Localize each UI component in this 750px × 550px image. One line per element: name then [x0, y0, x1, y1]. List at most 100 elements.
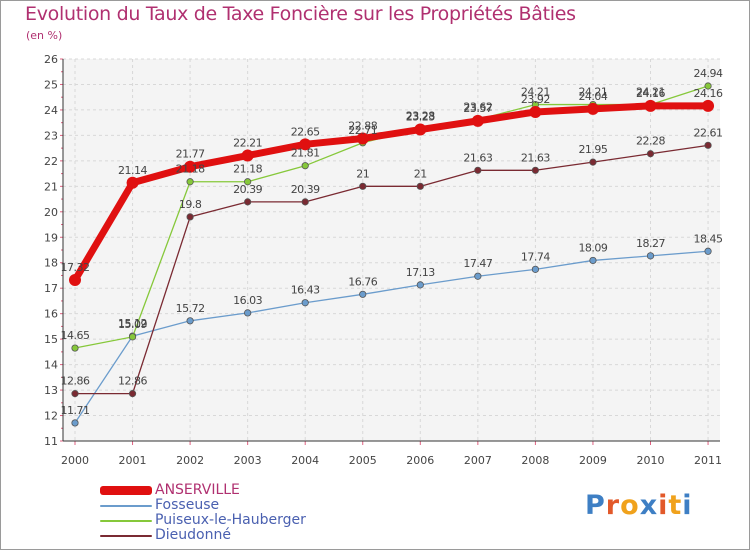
data-label-fosseuse: 18.27 [636, 237, 665, 250]
axis-layer: 11 12 13 14 15 16 17 18 19 20 21 22 23 24 25 26 2000 2001… [44, 53, 722, 467]
legend-item-puiseux-le-hauberger: Puiseux-le-Hauberger [100, 512, 400, 528]
data-label-puiseux-le-hauberger: 14.65 [61, 329, 90, 342]
y-tick-label: 17 [44, 282, 58, 295]
data-point-anserville [126, 176, 139, 189]
data-label-dieudonn-: 12.86 [61, 375, 90, 388]
data-point-anserville [644, 99, 657, 112]
x-tick-label: 2006 [406, 454, 434, 467]
data-label-dieudonn-: 22.28 [636, 135, 665, 148]
grid-layer [63, 58, 720, 442]
plot-area [63, 59, 720, 441]
data-label-puiseux-le-hauberger: 21.18 [176, 163, 205, 176]
data-label-dieudonn-: 21.63 [521, 151, 550, 164]
y-tick-label: 14 [44, 359, 58, 372]
data-point-puiseux-le-hauberger [704, 82, 712, 90]
data-point-fosseuse [301, 299, 309, 307]
data-point-dieudonn- [474, 166, 482, 174]
y-tick-label: 19 [44, 231, 58, 244]
x-tick-label: 2009 [579, 454, 607, 467]
data-label-puiseux-le-hauberger: 21.18 [233, 163, 262, 176]
legend-swatch [100, 486, 152, 495]
y-tick-label: 20 [44, 206, 58, 219]
data-point-puiseux-le-hauberger [128, 333, 137, 341]
data-label-anserville: 22.21 [233, 137, 262, 150]
data-label-fosseuse: 17.74 [521, 250, 550, 263]
data-point-dieudonn- [301, 198, 309, 206]
data-point-anserville [241, 149, 254, 162]
data-label-anserville: 24.04 [578, 90, 607, 103]
data-point-dieudonn- [416, 182, 424, 190]
legend: ANSERVILLE Fosseuse Puiseux-le-Hauberger Di… [100, 482, 400, 543]
y-tick-label: 23 [44, 129, 58, 142]
legend-swatch [100, 505, 152, 507]
data-label-anserville: 21.77 [176, 148, 205, 161]
legend-swatch [100, 535, 152, 537]
x-tick-label: 2005 [349, 454, 377, 467]
data-label-fosseuse: 17.13 [406, 266, 435, 279]
data-label-anserville: 22.65 [291, 125, 320, 138]
data-label-puiseux-le-hauberger: 23.28 [406, 109, 435, 122]
data-label-dieudonn-: 21.63 [463, 151, 492, 164]
data-label-dieudonn-: 19.8 [179, 198, 202, 211]
data-label-anserville: 23.57 [463, 102, 492, 115]
logo-letter: i [682, 490, 693, 521]
data-label-fosseuse: 16.43 [291, 284, 320, 297]
data-point-fosseuse [646, 252, 655, 260]
x-tick-label: 2008 [521, 454, 549, 467]
data-label-puiseux-le-hauberger: 21.81 [291, 147, 320, 160]
data-label-fosseuse: 18.45 [694, 232, 723, 245]
data-label-dieudonn-: 21 [414, 167, 427, 180]
logo-letter: o [620, 490, 640, 521]
logo-letter: P [585, 490, 606, 521]
data-label-anserville: 17.32 [61, 261, 90, 274]
data-point-anserville [184, 160, 197, 173]
data-label-puiseux-le-hauberger: 22.71 [348, 124, 377, 137]
data-label-dieudonn-: 22.61 [694, 126, 723, 139]
data-label-anserville: 23.23 [406, 111, 435, 124]
data-label-fosseuse: 16.76 [348, 275, 377, 288]
data-point-fosseuse [474, 272, 482, 280]
x-tick-label: 2003 [234, 454, 262, 467]
legend-item-fosseuse: Fosseuse [100, 497, 400, 513]
y-tick-label: 22 [44, 155, 58, 168]
y-tick-label: 13 [44, 384, 58, 397]
y-tick-label: 11 [44, 435, 58, 448]
series-line-dieudonn- [74, 144, 709, 395]
data-point-anserville [69, 274, 81, 287]
data-point-anserville [702, 99, 715, 112]
data-point-dieudonn- [531, 166, 540, 174]
y-tick-label: 18 [44, 257, 58, 270]
data-label-anserville: 22.88 [348, 119, 377, 132]
data-point-puiseux-le-hauberger [244, 178, 252, 186]
data-point-dieudonn- [704, 141, 712, 149]
data-point-fosseuse [531, 265, 540, 273]
data-point-dieudonn- [186, 213, 194, 221]
data-point-anserville [586, 102, 599, 115]
data-point-puiseux-le-hauberger [301, 162, 309, 170]
data-point-fosseuse [71, 419, 79, 427]
logo-letter: t [668, 490, 683, 521]
logo-letter: i [658, 490, 669, 521]
data-point-dieudonn- [71, 390, 79, 398]
x-tick-label: 2002 [176, 454, 204, 467]
x-tick-label: 2004 [291, 454, 319, 467]
data-label-fosseuse: 16.03 [233, 294, 262, 307]
y-tick-label: 16 [44, 308, 58, 321]
legend-label: Puiseux-le-Hauberger [155, 512, 306, 528]
x-tick-label: 2011 [694, 454, 722, 467]
data-label-puiseux-le-hauberger: 24.21 [636, 86, 665, 99]
data-label-layer: 17.32 21.14 21.77 22.21 22.65 22.88 23.23 23.57… [61, 67, 724, 417]
x-tick-label: 2010 [637, 454, 665, 467]
data-label-puiseux-le-hauberger: 24.21 [521, 86, 550, 99]
data-label-puiseux-le-hauberger: 15.09 [118, 318, 147, 331]
data-point-fosseuse [359, 290, 367, 298]
data-point-dieudonn- [128, 390, 137, 398]
data-point-anserville [471, 114, 484, 127]
y-tick-label: 25 [44, 78, 58, 91]
series-layer [69, 82, 715, 427]
data-label-anserville: 23.92 [521, 93, 550, 106]
data-point-dieudonn- [646, 150, 655, 158]
legend-label: Fosseuse [155, 497, 220, 513]
y-tick-label: 12 [44, 410, 58, 423]
x-tick-label: 2000 [61, 454, 89, 467]
